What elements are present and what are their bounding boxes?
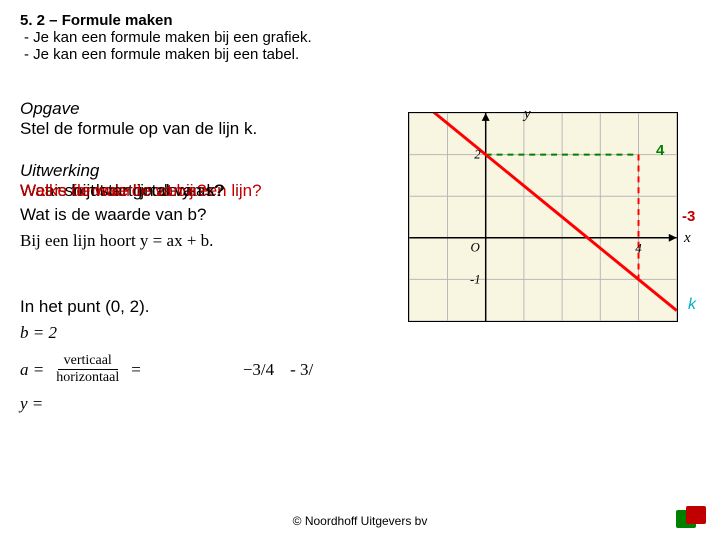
- svg-text:4: 4: [635, 242, 642, 256]
- frac-top: verticaal: [58, 353, 118, 370]
- a-rhs1: −3/4: [243, 360, 274, 380]
- svg-text:2: 2: [474, 148, 481, 162]
- k-label: k: [688, 296, 696, 314]
- annot-4: 4: [656, 142, 664, 159]
- a-eq: =: [131, 360, 141, 380]
- x-axis-label: x: [684, 230, 691, 247]
- formula-a-row: a = verticaal horizontaal = −3/4 - 3/: [20, 353, 700, 386]
- a-rhs2: - 3/: [290, 360, 313, 380]
- graph-svg: 2 -1 4 O: [408, 112, 678, 322]
- footer-copyright: © Noordhoff Uitgevers bv: [0, 514, 720, 528]
- publisher-logo-icon: [676, 504, 710, 532]
- section-title: 5. 2 – Formule maken: [20, 12, 700, 29]
- y-result-hidden: [49, 394, 139, 414]
- y-formula-row: y =: [20, 394, 700, 414]
- a-fraction: verticaal horizontaal: [50, 353, 125, 386]
- frac-bot: horizontaal: [50, 370, 125, 386]
- bullet-2: - Je kan een formule maken bij een tabel…: [24, 46, 700, 63]
- svg-text:-1: -1: [470, 272, 481, 286]
- y-lhs: y =: [20, 394, 43, 414]
- overlay-q4: Wat is de waarde van a?: [20, 181, 206, 201]
- svg-text:O: O: [470, 241, 479, 255]
- a-lhs: a =: [20, 360, 44, 380]
- y-axis-label: y: [524, 106, 531, 123]
- bullet-1: - Je kan een formule maken bij een grafi…: [24, 29, 700, 46]
- a-result-hidden: [147, 360, 237, 380]
- graph-container: 2-14O y x 4 -3 k: [408, 112, 708, 342]
- annot-minus3: -3: [682, 208, 695, 225]
